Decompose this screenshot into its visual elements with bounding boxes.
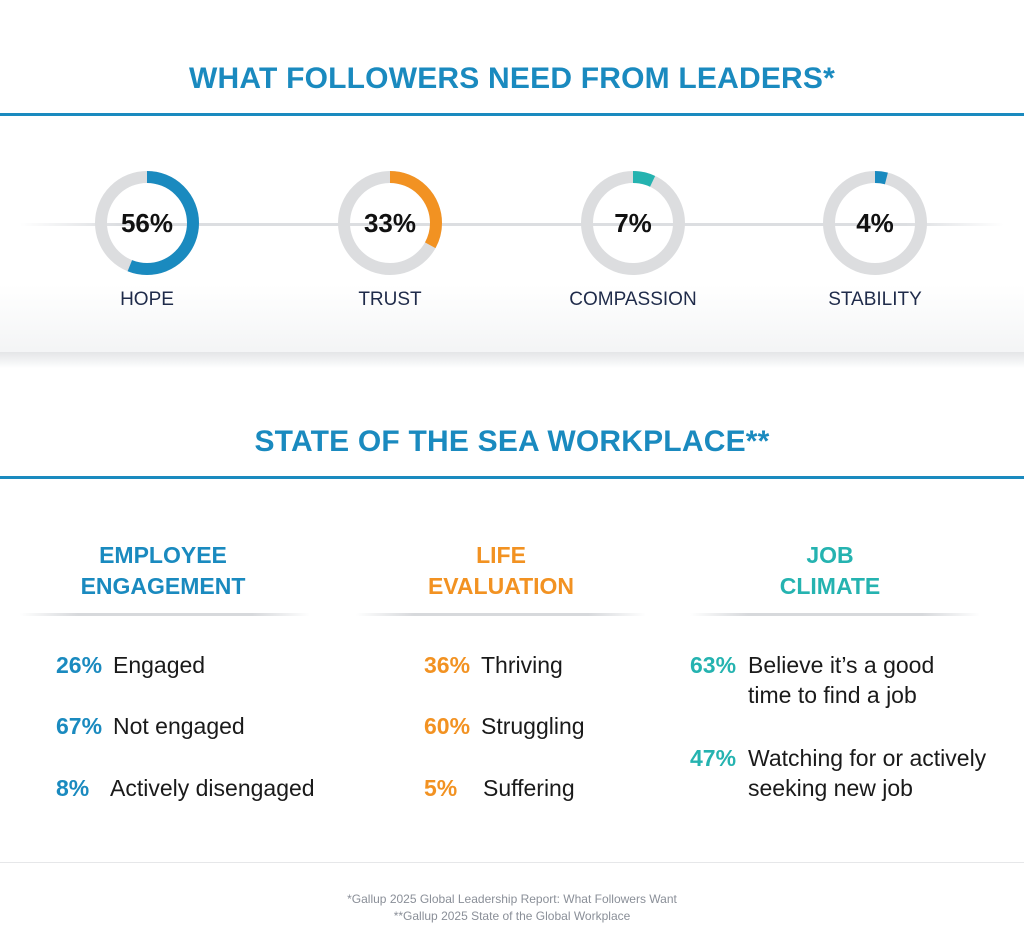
section-divider (0, 352, 1024, 368)
stat-pct: 36% (424, 652, 471, 678)
stat-pct: 63% (690, 652, 737, 678)
stat-text-line1: Watching for or actively (748, 745, 987, 771)
stat-pct: 67% (56, 713, 103, 739)
stat-text: Engaged (113, 652, 206, 678)
stat-text-line1: Believe it’s a good (748, 652, 935, 678)
donut-arc-compassion (581, 171, 685, 275)
life-evaluation-heading-line1: LIFE (476, 542, 526, 568)
job-climate-heading: JOB CLIMATE (680, 540, 980, 602)
stat-pct: 8% (56, 775, 90, 801)
footnote-1: *Gallup 2025 Global Leadership Report: W… (347, 892, 677, 906)
stat-text-line2: seeking new job (748, 775, 913, 801)
engagement-rule (20, 613, 310, 616)
donut-arc-trust (338, 171, 442, 275)
donut-label-stability: STABILITY (828, 289, 922, 310)
stat-text: Struggling (481, 713, 585, 739)
donut-label-hope: HOPE (120, 289, 174, 310)
stat-text: Actively disengaged (110, 775, 315, 801)
workplace-title-rule (0, 476, 1024, 479)
donut-arc-hope (95, 171, 199, 275)
stat-pct: 26% (56, 652, 103, 678)
donut-arc-stability (823, 171, 927, 275)
life-evaluation-heading: LIFE EVALUATION (351, 540, 651, 602)
leaders-title-rule (0, 113, 1024, 116)
life-evaluation-rule (356, 613, 646, 616)
stat-pct: 5% (424, 775, 458, 801)
job-climate-heading-line1: JOB (806, 542, 854, 568)
donut-value-compassion: 7% (614, 207, 652, 238)
leaders-title: WHAT FOLLOWERS NEED FROM LEADERS* (188, 62, 836, 95)
donut-label-trust: TRUST (358, 289, 422, 310)
donut-trust: 33% (335, 168, 445, 278)
donut-stability: 4% (820, 168, 930, 278)
footer-rule (0, 862, 1024, 863)
donut-compassion: 7% (578, 168, 688, 278)
stat-pct: 47% (690, 745, 737, 771)
workplace-title: STATE OF THE SEA WORKPLACE** (254, 425, 770, 458)
donut-connector-line (20, 223, 1004, 226)
stat-text: Suffering (483, 775, 575, 801)
stat-text: Not engaged (113, 713, 245, 739)
donut-value-trust: 33% (363, 207, 417, 238)
donut-label-compassion: COMPASSION (569, 289, 697, 310)
donut-hope: 56% (92, 168, 202, 278)
engagement-heading-line1: EMPLOYEE (99, 542, 227, 568)
donut-value-stability: 4% (856, 207, 894, 238)
job-climate-heading-line2: CLIMATE (779, 573, 881, 599)
donut-panel (0, 118, 1024, 356)
job-climate-rule (690, 613, 980, 616)
life-evaluation-heading-line2: EVALUATION (427, 573, 575, 599)
stat-text-line2: time to find a job (748, 682, 917, 708)
stat-text: Thriving (481, 652, 563, 678)
engagement-heading: EMPLOYEE ENGAGEMENT (13, 540, 313, 602)
donut-value-hope: 56% (120, 207, 174, 238)
engagement-heading-line2: ENGAGEMENT (80, 573, 246, 599)
footnote-2: **Gallup 2025 State of the Global Workpl… (393, 909, 631, 923)
stat-pct: 60% (424, 713, 471, 739)
